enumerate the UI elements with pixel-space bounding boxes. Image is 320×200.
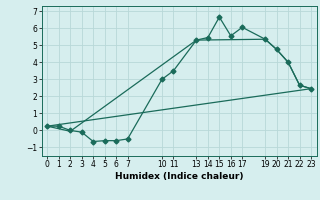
X-axis label: Humidex (Indice chaleur): Humidex (Indice chaleur)	[115, 172, 244, 181]
